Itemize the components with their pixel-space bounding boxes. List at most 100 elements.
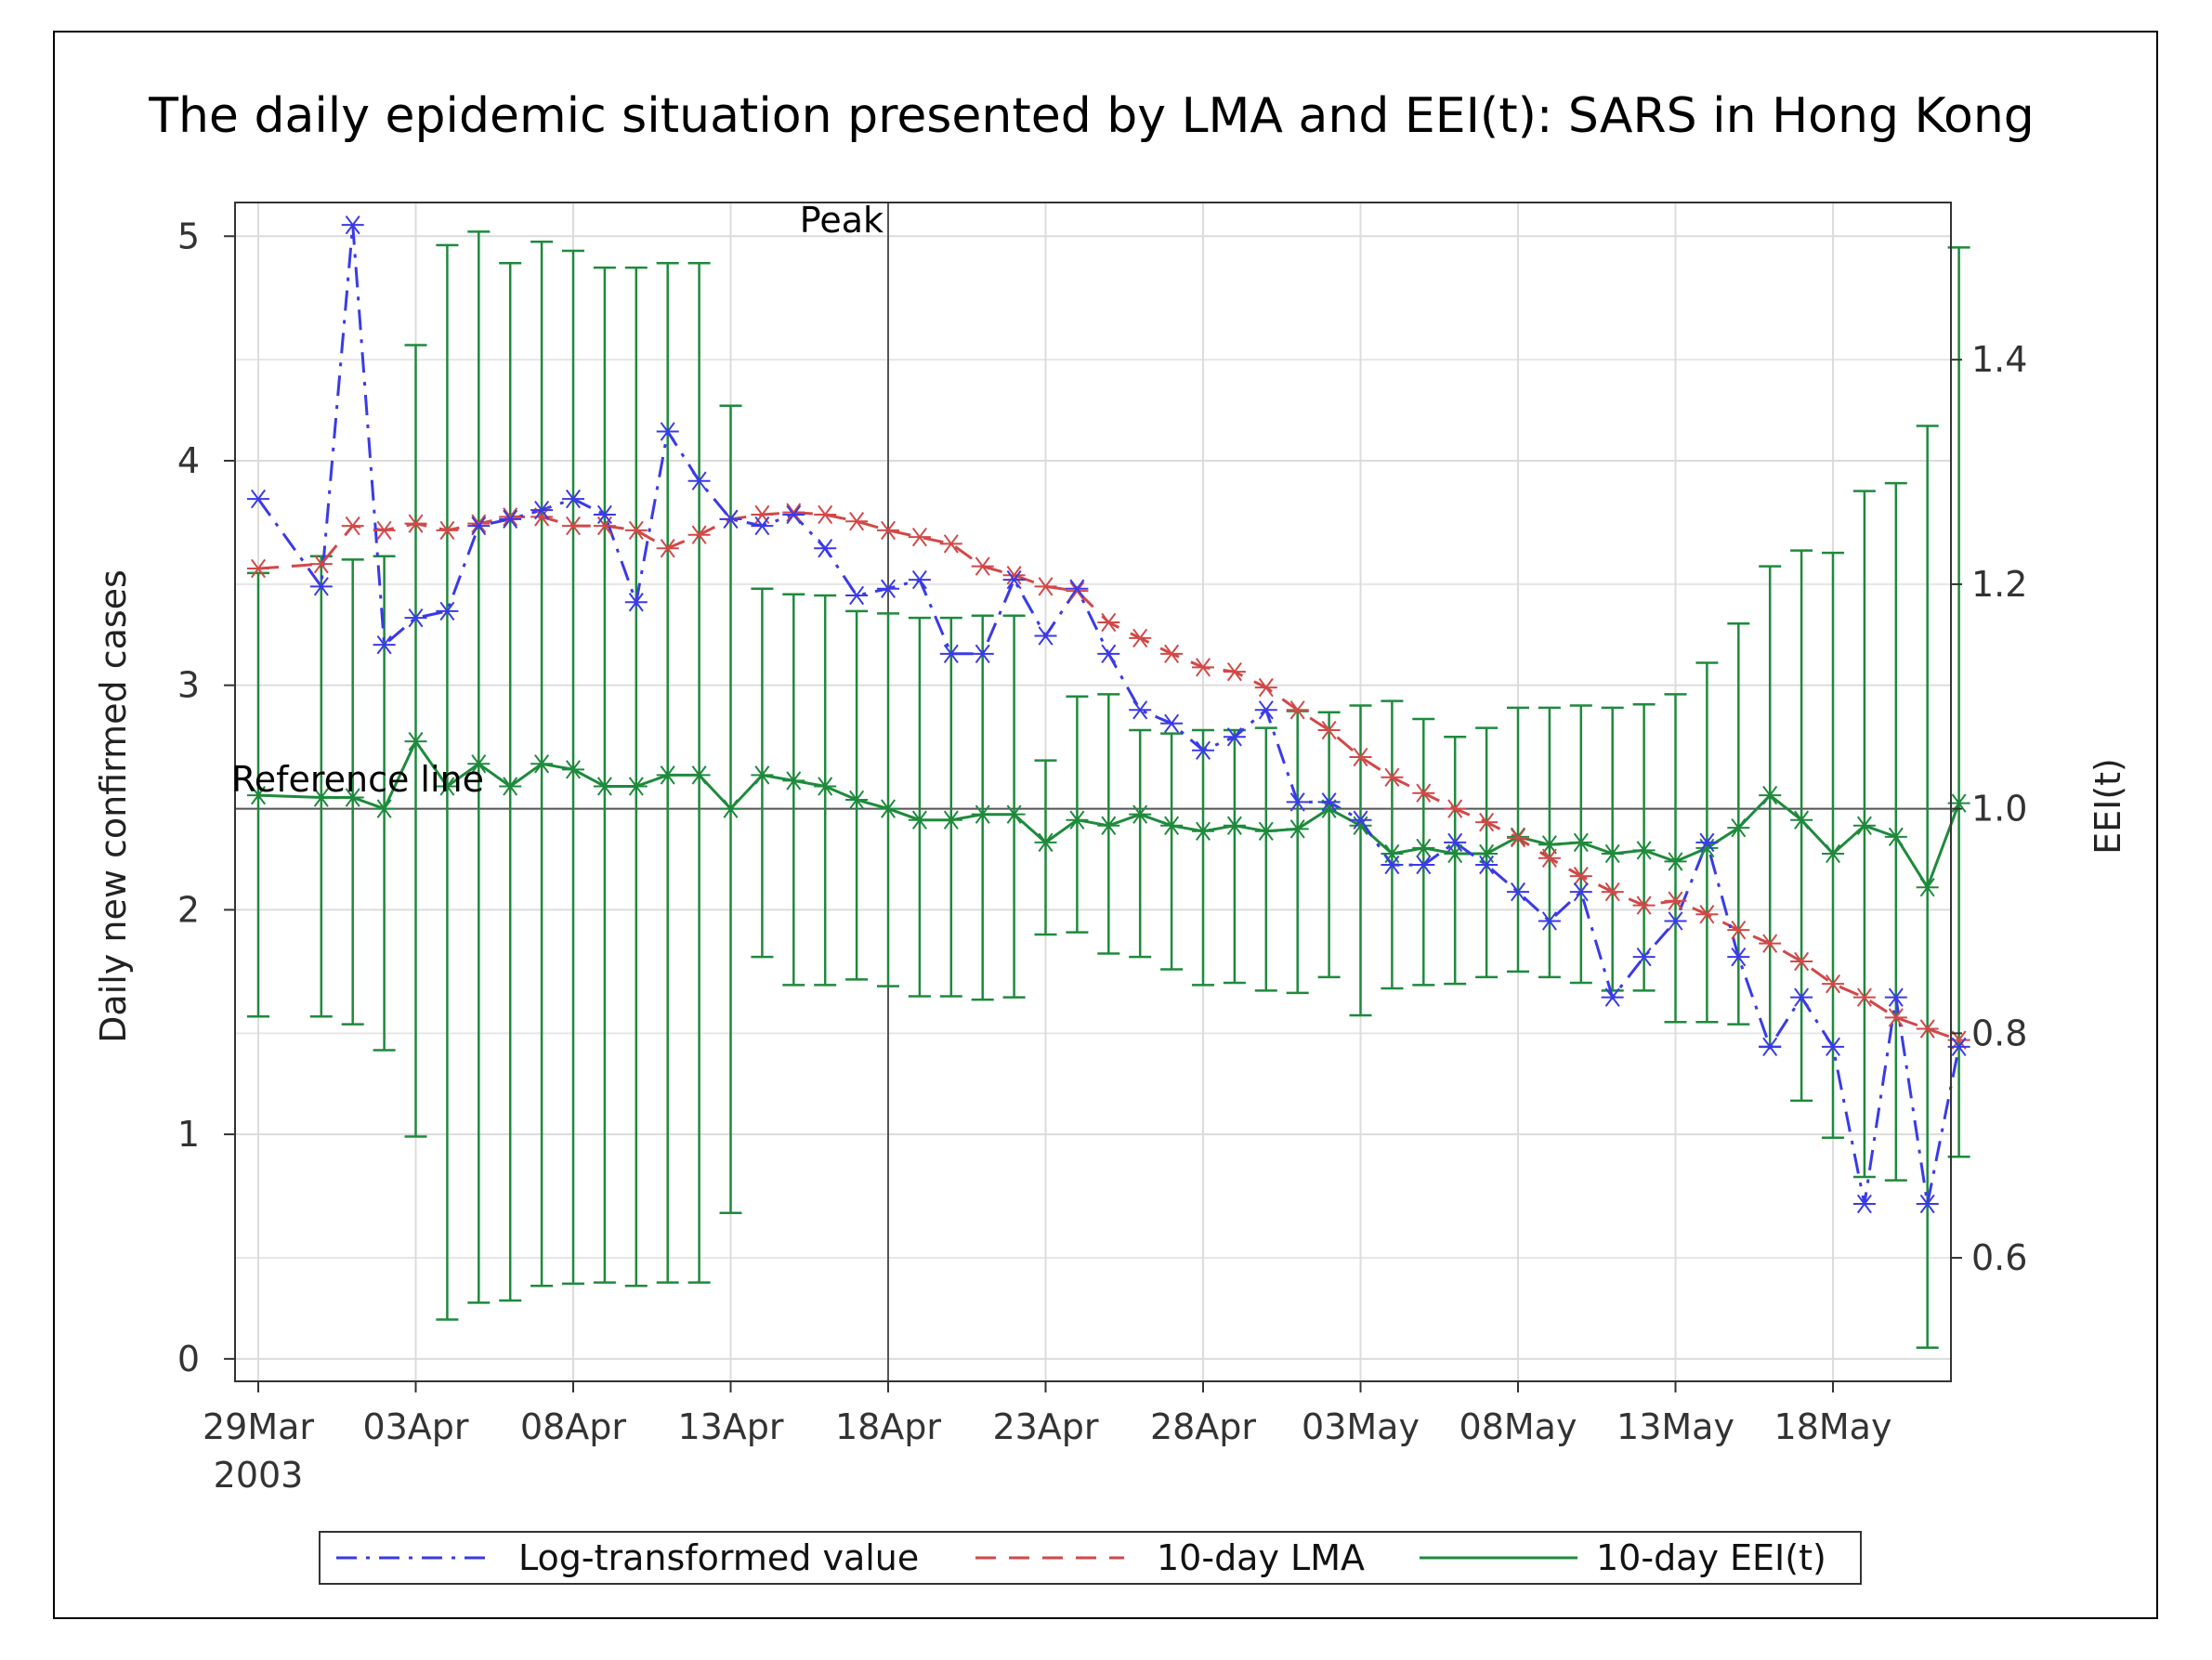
- eei-point: [877, 799, 899, 818]
- x-tick-label: 18May: [1774, 1406, 1892, 1447]
- log-point: [1538, 911, 1561, 931]
- axes: 0 1 2 3 4 5 0.6 0.8 1.0 1.2 1.4 29Mar 03Apr 08Apr 13Ap…: [177, 202, 2027, 1496]
- log-point: [719, 509, 742, 529]
- lma-point: [1002, 566, 1026, 585]
- grid: [235, 203, 1951, 1381]
- eei-point: [467, 754, 491, 774]
- lma-point: [1852, 987, 1876, 1007]
- lma-point: [1507, 828, 1529, 848]
- legend-label-log: Log-transformed value: [518, 1537, 919, 1578]
- eei-error-bar: [1412, 717, 1435, 987]
- lma-point: [1349, 747, 1372, 767]
- log-point: [751, 516, 774, 536]
- eei-error-bar: [1822, 551, 1844, 1139]
- x-tick-label: 08May: [1459, 1406, 1577, 1447]
- lma-point: [1223, 661, 1246, 682]
- lma-point: [1381, 767, 1404, 787]
- log-point: [1569, 882, 1592, 902]
- y-axis-title: Daily new confirmed cases: [93, 569, 134, 1043]
- eei-error-bar: [1664, 693, 1687, 1024]
- log-point: [1034, 626, 1057, 646]
- eei-point: [1160, 816, 1184, 835]
- log-point: [530, 500, 554, 520]
- log-point: [1160, 713, 1184, 733]
- log-point: [1790, 987, 1813, 1007]
- y2-tick-label: 1.4: [1971, 339, 2027, 380]
- lma-point: [373, 520, 396, 541]
- eei-point: [1223, 816, 1246, 835]
- log-point: [908, 569, 931, 590]
- eei-error-bar: [1444, 736, 1467, 986]
- log-point: [593, 504, 616, 525]
- lma-point: [1538, 848, 1561, 869]
- x-tick-label: 03May: [1302, 1406, 1420, 1447]
- reference-label: Reference line: [231, 759, 484, 800]
- lma-point: [624, 520, 648, 541]
- y-tick-label: 1: [177, 1114, 200, 1155]
- y-tick-label: 3: [177, 665, 200, 706]
- y2-tick-label: 1.0: [1971, 789, 2027, 830]
- lma-point: [467, 514, 491, 533]
- eei-point: [1822, 843, 1844, 864]
- eei-point: [751, 765, 774, 785]
- log-point: [562, 489, 584, 509]
- eei-error-bar: [1002, 614, 1026, 999]
- eei-point: [845, 790, 869, 810]
- lma-point: [1916, 1019, 1939, 1039]
- eei-error-bar: [908, 616, 931, 998]
- eei-point: [593, 777, 616, 796]
- eei-point: [1916, 878, 1939, 897]
- log-point: [1475, 855, 1499, 875]
- log-point: [1317, 792, 1341, 812]
- eei-error-bar: [1790, 549, 1813, 1103]
- lma-point: [247, 558, 269, 579]
- lma-point: [1192, 658, 1214, 677]
- plot-border: [234, 202, 1952, 1382]
- eei-error-bar: [1632, 702, 1656, 992]
- eei-point: [1254, 821, 1277, 842]
- eei-point: [1601, 843, 1624, 864]
- log-point: [1601, 987, 1624, 1007]
- eei-error-bar: [877, 612, 899, 987]
- lma-point: [1632, 895, 1656, 915]
- eei-point: [341, 788, 364, 807]
- eei-point: [499, 777, 522, 796]
- lma-point: [1412, 783, 1435, 803]
- eei-error-bar: [751, 587, 774, 959]
- x-tick-label: 23Apr: [992, 1406, 1098, 1447]
- log-point: [1412, 855, 1435, 875]
- eei-point: [562, 760, 584, 779]
- lma-point: [1444, 799, 1467, 818]
- lma-point: [1066, 581, 1089, 601]
- eei-point: [247, 785, 269, 805]
- eei-error-bar: [814, 594, 837, 987]
- lma-point: [1695, 905, 1719, 924]
- eei-error-bar: [562, 249, 584, 1286]
- plot-area: [247, 215, 1970, 1349]
- log-point: [1381, 855, 1404, 875]
- eei-error-bar: [1192, 728, 1214, 987]
- log-point: [1759, 1037, 1782, 1057]
- log-point: [1002, 569, 1026, 590]
- log-point: [624, 593, 648, 612]
- lma-point: [1759, 934, 1782, 953]
- x-tick-label: 03Apr: [362, 1406, 468, 1447]
- eei-point: [1538, 835, 1561, 855]
- log-point: [1664, 911, 1687, 931]
- y-tick-label: 2: [177, 889, 200, 930]
- eei-point: [1632, 841, 1656, 860]
- eei-error-bar: [436, 243, 459, 1321]
- lma-point: [562, 516, 584, 536]
- eei-error-bar: [1538, 706, 1561, 979]
- eei-point: [814, 777, 837, 796]
- lma-point: [782, 503, 805, 522]
- log-point: [1097, 644, 1120, 664]
- eei-point: [373, 799, 396, 818]
- lma-point: [309, 554, 333, 574]
- lma-point: [908, 527, 931, 547]
- log-point: [309, 577, 333, 596]
- eei-error-bar: [499, 262, 522, 1302]
- log-point: [1916, 1194, 1939, 1214]
- lma-point: [1475, 812, 1499, 832]
